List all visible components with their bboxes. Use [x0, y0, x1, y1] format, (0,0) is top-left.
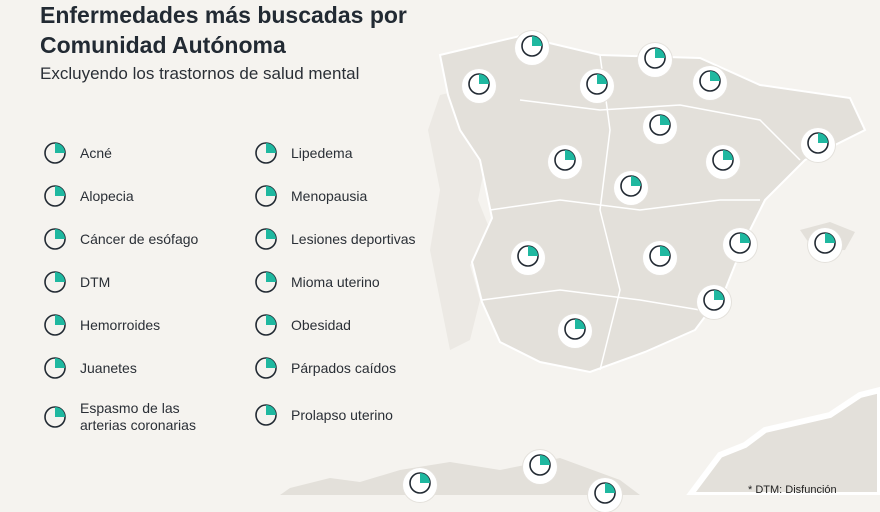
uterus-icon	[646, 111, 674, 144]
face-acne-marker	[558, 314, 592, 348]
face-acne-icon	[40, 138, 70, 168]
spain-map	[280, 34, 880, 495]
legend-label: Juanetes	[80, 360, 137, 376]
legs-icon	[641, 44, 669, 77]
legend-label: Lipedema	[291, 145, 353, 161]
region-borders-2	[489, 199, 760, 211]
legend-label: Cáncer de esófago	[80, 231, 199, 247]
female-symbol-icon	[251, 181, 281, 211]
canary-islands	[280, 458, 640, 495]
region-borders-4	[599, 54, 621, 371]
legend-item: Obesidad	[251, 310, 351, 340]
page-title: Enfermedades más buscadas por Comunidad …	[40, 2, 407, 58]
bandage-icon	[251, 224, 281, 254]
head-alopecia-icon	[465, 70, 493, 103]
head-alopecia-icon	[726, 229, 754, 262]
eye-icon	[251, 353, 281, 383]
bandage-marker	[706, 145, 740, 179]
female-symbol-marker	[580, 69, 614, 103]
eye-marker	[403, 468, 437, 502]
esophagus-marker	[643, 241, 677, 275]
head-alopecia-marker	[614, 171, 648, 205]
esophagus-icon	[40, 224, 70, 254]
heart-marker	[523, 450, 557, 484]
uterus-icon	[251, 267, 281, 297]
legend-item: Acné	[40, 138, 112, 168]
legend-label: Párpados caídos	[291, 360, 397, 376]
legend-item: Espasmo de las arterias coronarias	[40, 400, 210, 434]
head-alopecia-icon	[40, 181, 70, 211]
region-borders	[519, 99, 801, 161]
esophagus-icon	[646, 242, 674, 275]
intestine-icon	[551, 146, 579, 179]
legend-item: Lesiones deportivas	[251, 224, 416, 254]
uterus-marker	[643, 110, 677, 144]
foot-marker	[693, 66, 727, 100]
legend-label: Mioma uterino	[291, 274, 380, 290]
legend-item: Mioma uterino	[251, 267, 380, 297]
jaw-icon	[40, 267, 70, 297]
legend-item: Alopecia	[40, 181, 134, 211]
intestine-icon	[40, 310, 70, 340]
legend-label: Hemorroides	[80, 317, 161, 333]
page-subtitle: Excluyendo los trastornos de salud menta…	[40, 64, 360, 83]
head-alopecia-icon	[518, 32, 546, 65]
jaw-marker	[697, 285, 731, 319]
female-symbol-icon	[811, 229, 839, 262]
legend-item: DTM	[40, 267, 110, 297]
legend-label: Prolapso uterino	[291, 407, 393, 423]
eye-icon	[406, 469, 434, 502]
head-alopecia-marker	[801, 128, 835, 162]
head-alopecia-marker	[515, 31, 549, 65]
scale-icon	[514, 242, 542, 275]
head-alopecia-icon	[617, 172, 645, 205]
legend-label: Espasmo de las arterias coronarias	[80, 400, 196, 433]
foot-icon	[696, 67, 724, 100]
bandage-icon	[709, 146, 737, 179]
legend-label: Obesidad	[291, 317, 351, 333]
legend-item: Juanetes	[40, 353, 137, 383]
footnote: * DTM: Disfunción	[748, 484, 837, 496]
intestine-marker	[548, 145, 582, 179]
legend-label: Lesiones deportivas	[291, 231, 416, 247]
legs-icon	[251, 138, 281, 168]
head-alopecia-marker	[462, 69, 496, 103]
head-alopecia-icon	[804, 129, 832, 162]
legend-item: Párpados caídos	[251, 353, 396, 383]
legend-label: DTM	[80, 274, 111, 290]
face-acne-icon	[561, 315, 589, 348]
female-symbol-marker	[808, 228, 842, 262]
legs-marker	[638, 43, 672, 77]
legend-label: Alopecia	[80, 188, 134, 204]
jaw-icon	[700, 286, 728, 319]
spain-mainland	[438, 34, 867, 374]
female-symbol-icon	[583, 70, 611, 103]
legend-label: Acné	[80, 145, 112, 161]
legend-item: Cáncer de esófago	[40, 224, 198, 254]
heart-icon	[40, 402, 70, 432]
foot-icon	[40, 353, 70, 383]
head-alopecia-marker	[723, 228, 757, 262]
legend-label: Menopausia	[291, 188, 368, 204]
heart-icon	[526, 451, 554, 484]
africa	[686, 386, 880, 495]
legend-item: Prolapso uterino	[251, 400, 393, 430]
legend-item: Lipedema	[251, 138, 353, 168]
legend-item: Menopausia	[251, 181, 367, 211]
prolapse-marker	[588, 478, 622, 512]
prolapse-icon	[251, 400, 281, 430]
legend-item: Hemorroides	[40, 310, 160, 340]
scale-marker	[511, 241, 545, 275]
scale-icon	[251, 310, 281, 340]
prolapse-icon	[591, 479, 619, 512]
region-borders-3	[481, 289, 701, 311]
